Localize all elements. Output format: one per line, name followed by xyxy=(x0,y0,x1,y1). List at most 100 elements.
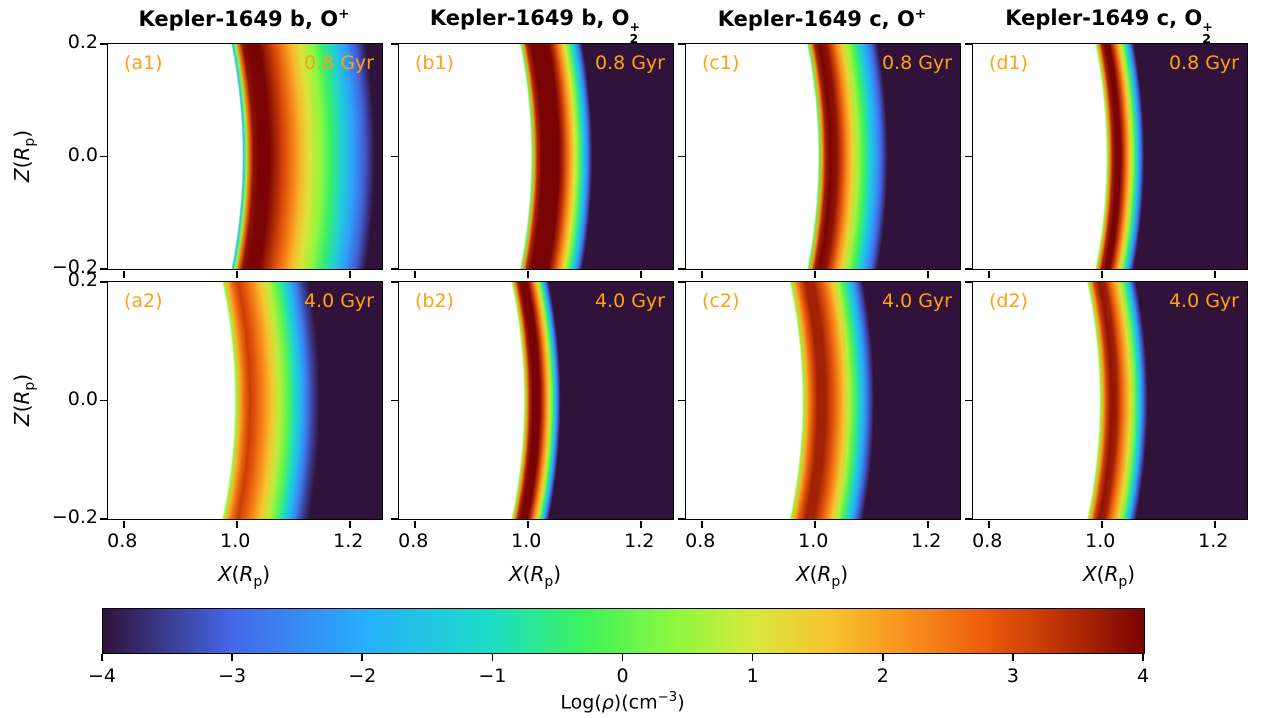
heatmap-panel-c1: (c1) 0.8 Gyr xyxy=(677,43,961,278)
x-tick-mark xyxy=(527,520,529,528)
heatmap-panel-d2: (d2) 4.0 Gyr xyxy=(964,281,1248,528)
y-tick-mark xyxy=(677,281,685,283)
x-axis-label-col4: X(Rp) xyxy=(1082,562,1136,590)
x-tick-label: 0.8 xyxy=(972,530,1003,552)
x-tick-mark xyxy=(640,520,642,528)
x-tick-mark xyxy=(640,270,642,278)
y-tick-mark xyxy=(964,268,972,270)
y-tick-mark xyxy=(99,155,107,158)
y-tick-label: 0.2 xyxy=(67,269,98,291)
colorbar-label-unit: )(cm xyxy=(613,691,658,714)
x-tick-mark xyxy=(236,520,238,528)
x-tick-label: 1.0 xyxy=(1085,530,1116,552)
colorbar-tick-label: −2 xyxy=(348,665,377,687)
heatmap-panel-c2: (c2) 4.0 Gyr xyxy=(677,281,961,528)
colorbar-tick-mark xyxy=(361,653,364,661)
superscript-plus: + xyxy=(914,6,927,22)
panel-age-d1: 0.8 Gyr xyxy=(1168,52,1239,74)
x-axis-label-col2: X(Rp) xyxy=(508,562,562,590)
colorbar-label-close: ) xyxy=(677,691,685,714)
y-tick-mark xyxy=(964,155,972,158)
x-tick-mark xyxy=(349,520,351,528)
y-tick-label: 0.0 xyxy=(67,143,98,166)
x-tick-mark xyxy=(701,270,703,278)
panel-label-a2: (a2) xyxy=(124,290,163,312)
subscript-two: 2 xyxy=(629,31,639,47)
colorbar-tick-mark xyxy=(231,653,233,661)
ion-sub-sup: +2 xyxy=(629,19,641,47)
x-tick-mark xyxy=(814,270,816,278)
panel-age-a1: 0.8 Gyr xyxy=(303,52,374,74)
column-title-text: Kepler-1649 b, O xyxy=(429,6,630,30)
panel-age-d2: 4.0 Gyr xyxy=(1168,290,1239,312)
colorbar-tick-label: −3 xyxy=(218,665,247,687)
colorbar-tick-label: 0 xyxy=(616,665,629,687)
colorbar-tick-label: −4 xyxy=(87,665,117,687)
panel-label-c2: (c2) xyxy=(702,290,740,312)
x-tick-mark xyxy=(527,270,529,278)
x-tick-mark xyxy=(1101,270,1103,278)
panel-age-b1: 0.8 Gyr xyxy=(594,52,665,74)
colorbar-tick-mark xyxy=(621,653,624,661)
y-tick-mark xyxy=(677,518,685,520)
y-axis-label-row1: Z(Rp) xyxy=(10,129,38,182)
y-tick-label: −0.2 xyxy=(51,506,98,528)
x-axis-label-col1: X(Rp) xyxy=(217,562,271,590)
y-tick-mark xyxy=(99,281,107,283)
column-title-text: Kepler-1649 c, O xyxy=(717,7,915,31)
panel-label-d1: (d1) xyxy=(989,52,1028,74)
x-tick-label: 1.2 xyxy=(624,530,655,552)
heatmap-panel-b2: (b2) 4.0 Gyr xyxy=(390,281,674,528)
x-axis-label-col3: X(Rp) xyxy=(795,562,849,590)
rho-symbol: ρ xyxy=(601,691,614,714)
panel-age-c1: 0.8 Gyr xyxy=(881,52,952,74)
y-tick-mark xyxy=(390,43,398,45)
x-tick-label: 0.8 xyxy=(685,530,716,552)
x-tick-mark xyxy=(414,270,416,278)
y-axis-label-row2: Z(Rp) xyxy=(10,373,38,426)
column-title-2: Kepler-1649 c, O+ xyxy=(718,6,926,31)
x-tick-mark xyxy=(927,520,929,528)
x-tick-label: 0.8 xyxy=(398,530,429,552)
x-tick-mark xyxy=(414,520,416,528)
colorbar-label-exponent: −3 xyxy=(657,690,678,705)
column-title-0: Kepler-1649 b, O+ xyxy=(138,6,349,31)
subscript-two: 2 xyxy=(1202,31,1212,47)
heatmap-panel-a2: (a2) 4.0 Gyr xyxy=(99,281,383,528)
panel-label-c1: (c1) xyxy=(702,52,740,74)
column-title-text: Kepler-1649 b, O xyxy=(138,7,339,31)
y-tick-mark xyxy=(390,281,398,283)
column-title-3: Kepler-1649 c, O +2 xyxy=(1005,6,1213,45)
column-title-text: Kepler-1649 c, O xyxy=(1005,6,1203,30)
panel-label-b1: (b1) xyxy=(415,52,454,74)
y-tick-label: −0.2 xyxy=(51,256,98,278)
x-tick-mark xyxy=(1214,270,1216,278)
colorbar-tick-label: −1 xyxy=(478,665,507,687)
superscript-plus: + xyxy=(629,19,641,35)
x-tick-label: 1.0 xyxy=(220,530,251,552)
x-tick-mark xyxy=(123,270,125,278)
y-tick-mark xyxy=(99,43,107,45)
y-tick-mark xyxy=(677,399,685,402)
x-tick-label: 1.0 xyxy=(511,530,542,552)
panel-age-c2: 4.0 Gyr xyxy=(881,290,952,312)
y-tick-mark xyxy=(964,281,972,283)
x-tick-mark xyxy=(988,270,990,278)
x-tick-mark xyxy=(123,520,125,528)
colorbar-tick-mark xyxy=(751,653,754,661)
colorbar-tick-label: 4 xyxy=(1136,665,1150,687)
x-tick-mark xyxy=(814,520,816,528)
y-tick-mark xyxy=(964,399,972,402)
colorbar-tick-mark xyxy=(491,653,494,661)
x-tick-mark xyxy=(349,270,351,278)
y-tick-mark xyxy=(390,518,398,520)
x-tick-mark xyxy=(701,520,703,528)
x-tick-mark xyxy=(1101,520,1103,528)
panel-age-b2: 4.0 Gyr xyxy=(594,290,665,312)
x-tick-mark xyxy=(236,270,238,278)
x-tick-mark xyxy=(1214,520,1216,528)
x-tick-label: 0.8 xyxy=(107,530,138,552)
y-tick-mark xyxy=(677,155,685,158)
x-tick-label: 1.2 xyxy=(333,530,364,552)
